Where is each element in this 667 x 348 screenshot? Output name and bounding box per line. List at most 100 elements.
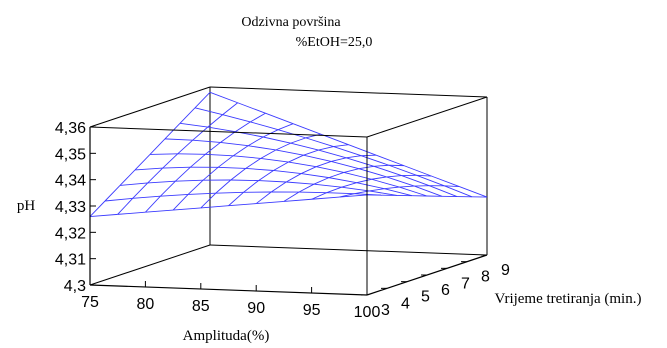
- y-tick-label: 6: [441, 282, 450, 299]
- mesh-line-x2: [160, 180, 176, 197]
- mesh-line-y1: [132, 195, 161, 199]
- surface-mesh: [89, 91, 488, 217]
- mesh-line-x2: [175, 166, 191, 182]
- mesh-line-x8: [386, 175, 402, 178]
- mesh-line-y8: [431, 175, 460, 188]
- mesh-line-y7: [194, 107, 223, 116]
- box-edge-top-left: [89, 86, 211, 128]
- mesh-line-x3: [172, 194, 189, 211]
- mesh-line-y6: [263, 136, 291, 144]
- x-tick-label: 85: [192, 298, 210, 315]
- mesh-line-x2: [190, 153, 206, 168]
- mesh-line-x6: [361, 154, 377, 157]
- mesh-line-y7: [333, 146, 362, 157]
- mesh-line-x9: [444, 185, 460, 188]
- mesh-line-x3: [232, 145, 249, 157]
- mesh-line-y3: [218, 166, 246, 169]
- z-tick-label: 4,33: [55, 199, 86, 216]
- mesh-line-y5: [220, 142, 249, 147]
- mesh-line-x8: [326, 186, 342, 194]
- mesh-line-x3: [247, 136, 264, 147]
- mesh-line-x6: [346, 155, 362, 159]
- z-axis-label: pH: [17, 198, 36, 214]
- mesh-line-x3: [277, 123, 294, 131]
- mesh-line-y1: [188, 192, 216, 195]
- box-edge-back-bottom: [209, 244, 488, 256]
- mesh-line-y5: [192, 139, 221, 143]
- mesh-line-y2: [258, 180, 287, 183]
- mesh-line-x5: [243, 180, 259, 193]
- mesh-line-y4: [316, 166, 344, 173]
- mesh-line-y5: [303, 154, 332, 162]
- mesh-line-y3: [162, 166, 191, 169]
- mesh-line-y7: [388, 164, 417, 176]
- mesh-line-x0: [164, 123, 181, 140]
- mesh-line-y7: [222, 114, 251, 123]
- mesh-line-x1: [207, 114, 223, 128]
- mesh-line-y8: [459, 186, 488, 198]
- mesh-line-y0: [89, 213, 118, 217]
- mesh-line-x8: [416, 174, 432, 177]
- z-tick-label: 4,34: [55, 173, 86, 190]
- mesh-line-x1: [192, 126, 208, 141]
- mesh-line-y0: [311, 196, 340, 200]
- x-axis-label: Amplituda(%): [183, 328, 270, 344]
- z-tick-label: 4,31: [55, 252, 86, 269]
- mesh-line-y5: [164, 138, 193, 141]
- mesh-line-y2: [230, 179, 259, 182]
- mesh-line-x7: [328, 172, 345, 179]
- mesh-line-y2: [175, 179, 204, 182]
- mesh-line-y8: [292, 123, 321, 135]
- mesh-line-x4: [260, 149, 277, 159]
- z-tick-label: 4,32: [55, 225, 86, 242]
- mesh-line-x4: [215, 179, 232, 194]
- mesh-line-y1: [215, 191, 244, 194]
- mesh-line-y8: [403, 165, 432, 177]
- mesh-line-y2: [313, 183, 342, 188]
- mesh-line-y0: [256, 200, 284, 205]
- z-tick-label: 4,3: [64, 278, 86, 295]
- mesh-line-x8: [356, 178, 372, 184]
- mesh-line-x3: [217, 155, 234, 168]
- mesh-line-x4: [245, 158, 262, 169]
- z-tick-label: 4,36: [55, 120, 86, 137]
- box-edge-top-back: [209, 86, 488, 98]
- mesh-line-y1: [160, 193, 189, 197]
- mesh-line-y4: [260, 157, 289, 163]
- mesh-line-y2: [119, 182, 148, 186]
- mesh-line-x7: [373, 164, 389, 167]
- mesh-line-x6: [285, 173, 302, 183]
- box-edge-front-top: [89, 126, 368, 138]
- chart-subtitle: %EtOH=25,0: [296, 35, 373, 50]
- mesh-line-x4: [200, 192, 217, 209]
- mesh-line-x6: [316, 161, 332, 168]
- y-axis-label: Vrijeme tretiranja (min.): [495, 291, 642, 307]
- mesh-line-y4: [149, 153, 178, 155]
- y-tick-label: 3: [381, 302, 390, 319]
- mesh-line-y3: [384, 188, 413, 197]
- mesh-line-x3: [187, 179, 204, 195]
- mesh-line-y5: [275, 149, 304, 156]
- mesh-line-y3: [356, 182, 385, 190]
- mesh-line-x5: [333, 144, 349, 147]
- mesh-line-y4: [205, 153, 234, 157]
- mesh-line-y1: [104, 197, 133, 202]
- mesh-line-x2: [145, 195, 161, 213]
- mesh-line-x1: [147, 167, 164, 184]
- mesh-line-x0: [149, 138, 166, 155]
- mesh-line-x0: [119, 169, 136, 186]
- mesh-line-y1: [326, 192, 355, 195]
- mesh-line-x9: [339, 193, 355, 198]
- x-tick-label: 80: [137, 296, 155, 313]
- mesh-line-y7: [277, 129, 306, 139]
- mesh-line-y8: [376, 154, 405, 167]
- mesh-line-y6: [346, 157, 375, 167]
- mesh-line-y2: [369, 190, 398, 196]
- mesh-line-x6: [270, 181, 287, 193]
- mesh-line-x5: [228, 192, 244, 207]
- mesh-line-y2: [147, 180, 176, 184]
- mesh-line-x6: [331, 157, 347, 162]
- mesh-line-x8: [311, 192, 327, 200]
- mesh-line-x7: [343, 168, 360, 173]
